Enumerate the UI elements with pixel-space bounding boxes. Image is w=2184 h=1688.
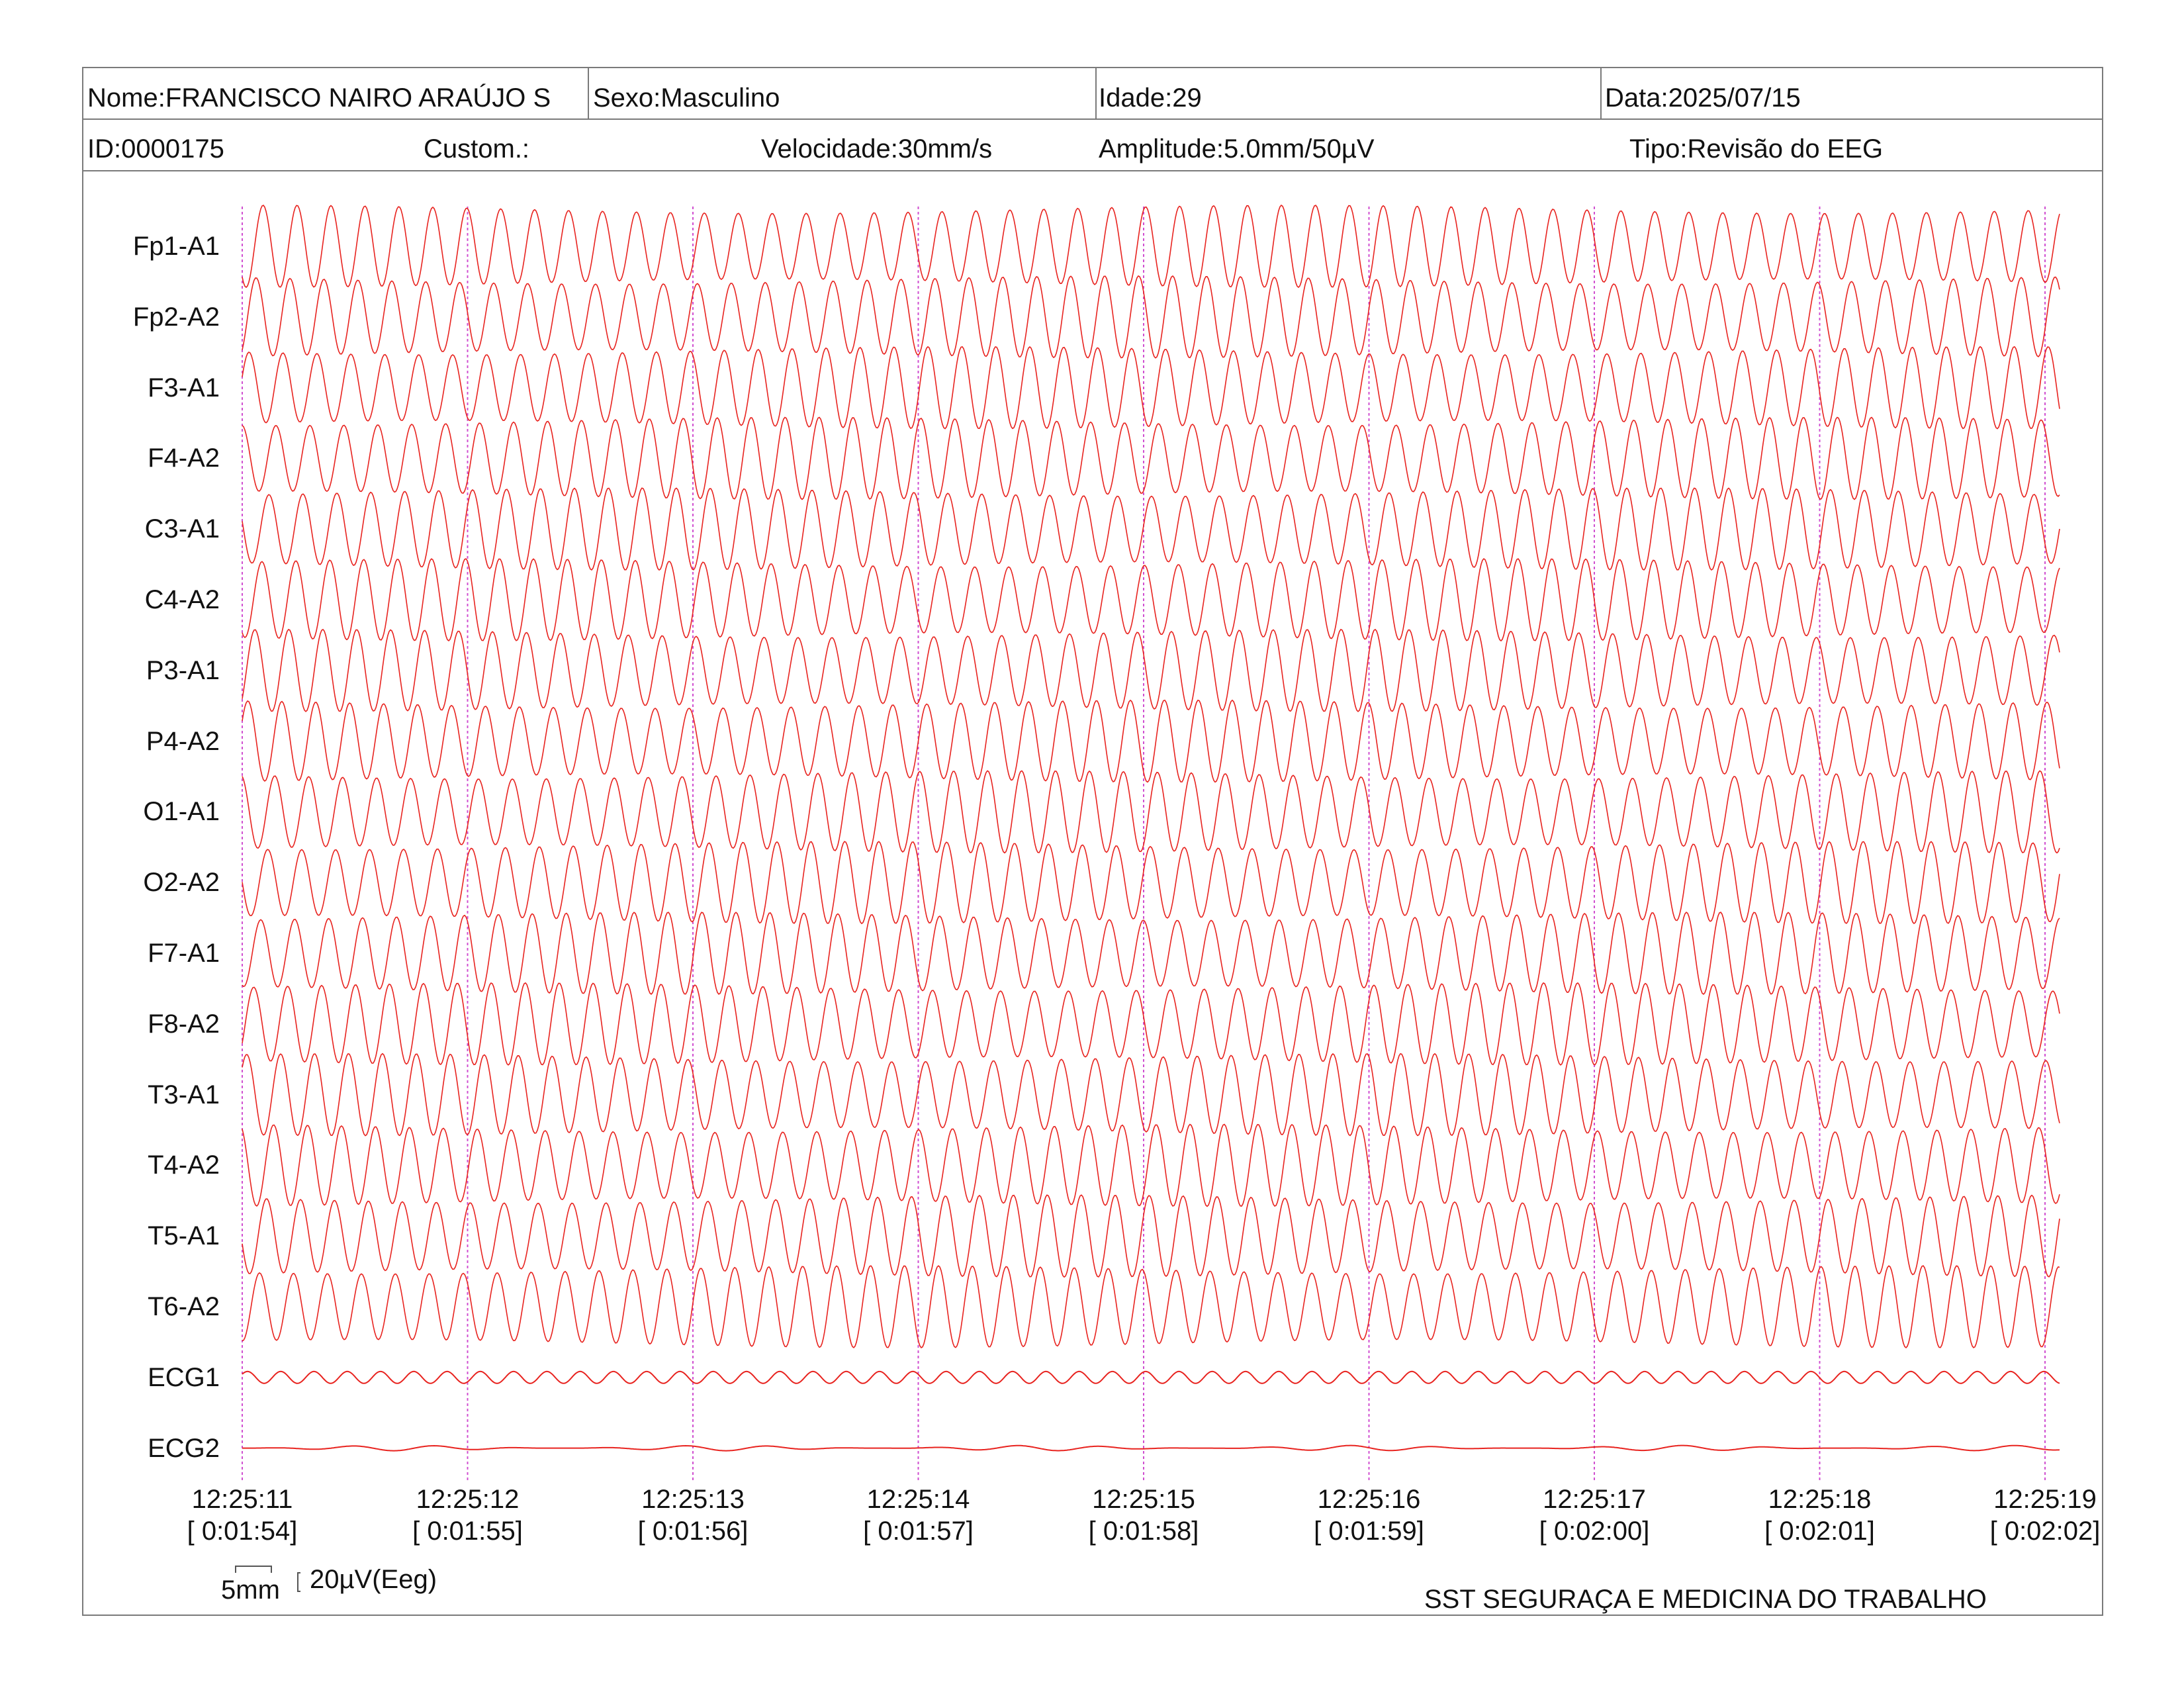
channel-label: ECG1 <box>148 1362 220 1392</box>
waveform-f4-a2 <box>242 416 2060 500</box>
time-clock-label: 12:25:18 <box>1768 1485 1872 1514</box>
channel-label: F8-A2 <box>148 1009 220 1039</box>
waveform-o2-a2 <box>242 841 2060 925</box>
time-clock-label: 12:25:11 <box>191 1485 293 1514</box>
channel-label: Fp2-A2 <box>132 302 220 332</box>
clinic-name: SST SEGURAÇA E MEDICINA DO TRABALHO <box>1424 1585 1987 1614</box>
waveform-t4-a2 <box>242 1123 2060 1207</box>
patient-id: ID:0000175 <box>87 134 224 164</box>
amplitude-scale-label: 20µV(Eeg) <box>310 1565 437 1594</box>
waveform-c4-a2 <box>242 558 2060 642</box>
waveform-f7-a1 <box>242 912 2060 995</box>
amplitude-setting: Amplitude:5.0mm/50µV <box>1099 134 1375 164</box>
time-clock-label: 12:25:12 <box>416 1485 520 1514</box>
patient-sex: Sexo:Masculino <box>593 83 780 113</box>
channel-label: F7-A1 <box>148 939 220 968</box>
time-elapsed-label: [ 0:01:59] <box>1314 1517 1424 1546</box>
time-clock-label: 12:25:19 <box>1993 1485 2097 1514</box>
report-frame <box>82 67 2103 1616</box>
time-elapsed-label: [ 0:01:58] <box>1088 1517 1199 1546</box>
waveform-o1-a1 <box>242 770 2060 854</box>
channel-label: Fp1-A1 <box>132 232 220 261</box>
header-row-1 <box>82 67 2103 120</box>
time-elapsed-label: [ 0:02:01] <box>1764 1517 1875 1546</box>
channel-label: C3-A1 <box>144 514 220 544</box>
time-elapsed-label: [ 0:02:02] <box>1989 1517 2101 1546</box>
header-divider-1 <box>588 67 589 120</box>
time-elapsed-label: [ 0:01:57] <box>863 1517 974 1546</box>
waveform-c3-a1 <box>242 487 2060 571</box>
channel-label: F3-A1 <box>148 373 220 402</box>
time-clock-label: 12:25:14 <box>866 1485 970 1514</box>
patient-name: Nome:FRANCISCO NAIRO ARAÚJO S <box>87 83 551 113</box>
waveform-f8-a2 <box>242 982 2060 1066</box>
waveform-t3-a1 <box>242 1053 2060 1137</box>
exam-date: Data:2025/07/15 <box>1605 83 1801 113</box>
channel-label: T4-A2 <box>148 1150 220 1180</box>
time-elapsed-label: [ 0:01:54] <box>187 1517 298 1546</box>
time-clock-label: 12:25:13 <box>641 1485 745 1514</box>
waveform-t6-a2 <box>242 1265 2060 1348</box>
custom-field: Custom.: <box>424 134 530 164</box>
header-divider-2 <box>1095 67 1097 120</box>
channel-label: O2-A2 <box>143 868 220 898</box>
time-elapsed-label: [ 0:01:55] <box>412 1517 523 1546</box>
channel-label: T3-A1 <box>148 1080 220 1109</box>
waveform-t5-a1 <box>242 1194 2060 1278</box>
waveform-fp2-a2 <box>242 275 2060 359</box>
channel-label: C4-A2 <box>144 585 220 614</box>
paper-speed: Velocidade:30mm/s <box>761 134 993 164</box>
waveform-fp1-a1 <box>242 205 2060 289</box>
time-scale-label: 5mm <box>221 1575 280 1605</box>
scale-bar-icon <box>235 1566 300 1592</box>
time-clock-label: 12:25:16 <box>1317 1485 1421 1514</box>
channel-label: P4-A2 <box>146 726 220 756</box>
header-row-2 <box>82 118 2103 171</box>
waveform-f3-a1 <box>242 346 2060 430</box>
exam-type: Tipo:Revisão do EEG <box>1629 134 1884 164</box>
time-elapsed-label: [ 0:02:00] <box>1539 1517 1650 1546</box>
time-clock-label: 12:25:17 <box>1543 1485 1646 1514</box>
header-divider-3 <box>1600 67 1602 120</box>
channel-label: O1-A1 <box>143 797 220 827</box>
channel-label: T6-A2 <box>148 1292 220 1321</box>
waveform-p4-a2 <box>242 699 2060 783</box>
channel-label: T5-A1 <box>148 1221 220 1251</box>
time-elapsed-label: [ 0:01:56] <box>637 1517 749 1546</box>
channel-label: F4-A2 <box>148 444 220 473</box>
waveform-ecg2 <box>242 1444 2060 1452</box>
channel-label: ECG2 <box>148 1433 220 1463</box>
time-clock-label: 12:25:15 <box>1092 1485 1195 1514</box>
waveform-ecg1 <box>242 1370 2060 1384</box>
channel-label: P3-A1 <box>146 655 220 685</box>
waveform-p3-a1 <box>242 628 2060 712</box>
patient-age: Idade:29 <box>1099 83 1202 113</box>
